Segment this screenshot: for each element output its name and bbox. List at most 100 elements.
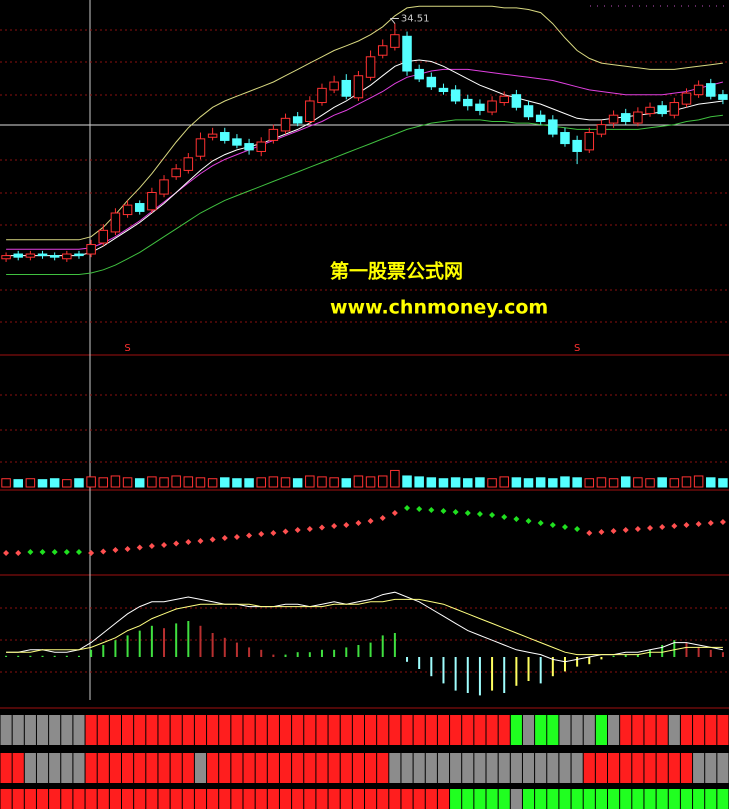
volume-bar <box>98 477 109 488</box>
candle-body <box>195 138 206 157</box>
state-cell <box>97 789 109 809</box>
state-cell <box>535 715 547 745</box>
state-cell <box>146 789 158 809</box>
state-cell <box>255 789 267 809</box>
state-cell <box>170 789 182 809</box>
state-cell <box>498 753 510 783</box>
state-cell <box>693 753 705 783</box>
volume-bar <box>74 478 84 488</box>
state-cell <box>644 753 656 783</box>
state-cell <box>97 715 109 745</box>
state-cell <box>559 715 571 745</box>
state-cell <box>0 753 12 783</box>
signal-dot <box>379 515 386 521</box>
volume-bar <box>280 477 291 488</box>
state-cell <box>608 753 620 783</box>
signal-dot <box>489 512 496 518</box>
candle-body <box>353 75 364 99</box>
indicator-line <box>6 59 723 257</box>
state-cell <box>668 715 680 745</box>
state-cell <box>61 753 73 783</box>
candle-body <box>292 116 303 124</box>
candle-body <box>147 191 157 211</box>
state-cell <box>437 789 450 809</box>
signal-dot <box>683 522 690 528</box>
candle-body <box>718 94 728 100</box>
state-cell <box>365 753 377 783</box>
state-cell <box>547 789 559 809</box>
candle-body <box>608 114 619 124</box>
state-cell <box>292 753 304 783</box>
signal-dot <box>574 526 581 532</box>
signal-label: S <box>124 343 130 354</box>
volume-bar <box>13 479 23 488</box>
state-cell <box>644 715 656 745</box>
state-cell <box>401 753 413 783</box>
volume-bar <box>657 477 667 488</box>
state-cell <box>705 753 717 783</box>
state-cell <box>170 715 182 745</box>
volume-bar <box>232 478 242 488</box>
volume-bar <box>718 478 728 488</box>
volume-bar <box>49 478 60 488</box>
candle-body <box>220 132 230 141</box>
state-cell <box>450 789 462 809</box>
state-cell <box>486 715 498 745</box>
signal-dot <box>343 522 350 528</box>
candle-body <box>414 68 424 80</box>
state-cell <box>693 789 705 809</box>
signal-dot <box>51 549 58 555</box>
state-cell <box>365 789 377 809</box>
state-cell <box>243 753 255 783</box>
volume-bar <box>256 477 266 488</box>
signal-dot <box>476 511 483 517</box>
state-cell <box>292 715 304 745</box>
state-cell <box>158 715 170 745</box>
state-cell <box>292 789 304 809</box>
state-cell <box>219 715 231 745</box>
volume-bar <box>572 477 582 488</box>
state-cell <box>510 789 522 809</box>
state-cell <box>462 715 474 745</box>
state-cell <box>632 753 644 783</box>
state-cell <box>255 715 267 745</box>
candle-body <box>232 138 242 146</box>
state-cell <box>595 789 607 809</box>
state-cell <box>340 753 352 783</box>
volume-bar <box>596 477 607 488</box>
state-cell <box>510 753 522 783</box>
state-cell <box>219 753 231 783</box>
candle-body <box>1 255 11 260</box>
state-cell <box>413 789 425 809</box>
volume-bar <box>706 477 716 488</box>
state-cell <box>255 753 267 783</box>
state-cell <box>182 715 194 745</box>
candle-body <box>706 83 716 97</box>
state-cell <box>474 715 486 745</box>
state-cell <box>498 715 510 745</box>
state-cell <box>73 715 85 745</box>
volume-bar <box>620 476 631 488</box>
candle-body <box>122 204 133 216</box>
state-cell <box>474 753 486 783</box>
signal-dot <box>100 548 107 555</box>
volume-bar <box>633 477 643 488</box>
volume-bar <box>159 477 169 488</box>
state-cell <box>668 753 680 783</box>
signal-dot <box>233 534 240 540</box>
candle-body <box>438 87 449 93</box>
signal-dot <box>136 544 143 551</box>
volume-bar <box>86 476 96 488</box>
state-cell <box>207 715 219 745</box>
volume-bar <box>681 476 692 488</box>
state-cell <box>450 753 462 783</box>
state-cell <box>717 753 729 783</box>
signal-dot <box>355 520 362 526</box>
signal-dot <box>331 523 338 529</box>
candle-body <box>560 132 570 145</box>
state-cell <box>401 715 413 745</box>
state-cell <box>243 789 255 809</box>
state-cell <box>425 753 437 783</box>
signal-dot <box>258 531 265 537</box>
